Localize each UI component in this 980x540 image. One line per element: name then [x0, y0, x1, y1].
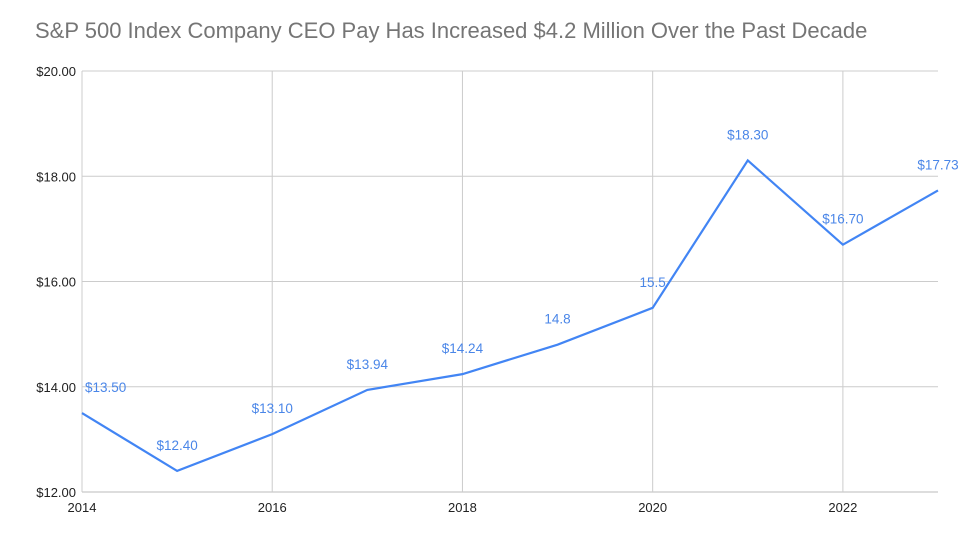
y-tick-label: $20.00	[36, 64, 76, 79]
y-tick-label: $16.00	[36, 275, 76, 290]
x-tick-label: 2020	[638, 500, 667, 515]
data-label: $13.94	[347, 357, 389, 372]
data-label: $13.10	[252, 401, 293, 416]
y-tick-label: $12.00	[36, 485, 76, 500]
y-tick-label: $14.00	[36, 380, 76, 395]
chart-title: S&P 500 Index Company CEO Pay Has Increa…	[35, 18, 868, 43]
data-label: $12.40	[156, 438, 197, 453]
data-label: 14.8	[544, 312, 570, 327]
data-label: $16.70	[822, 212, 863, 227]
y-tick-label: $18.00	[36, 169, 76, 184]
x-tick-label: 2016	[258, 500, 287, 515]
data-label: $18.30	[727, 127, 768, 142]
x-tick-label: 2018	[448, 500, 477, 515]
data-label: $13.50	[85, 380, 126, 395]
data-label: $14.24	[442, 341, 484, 356]
series-line	[81, 158, 939, 473]
data-label: 15.5	[640, 275, 666, 290]
x-tick-label: 2014	[68, 500, 97, 515]
data-label: $17.73	[917, 157, 958, 172]
x-tick-label: 2022	[828, 500, 857, 515]
